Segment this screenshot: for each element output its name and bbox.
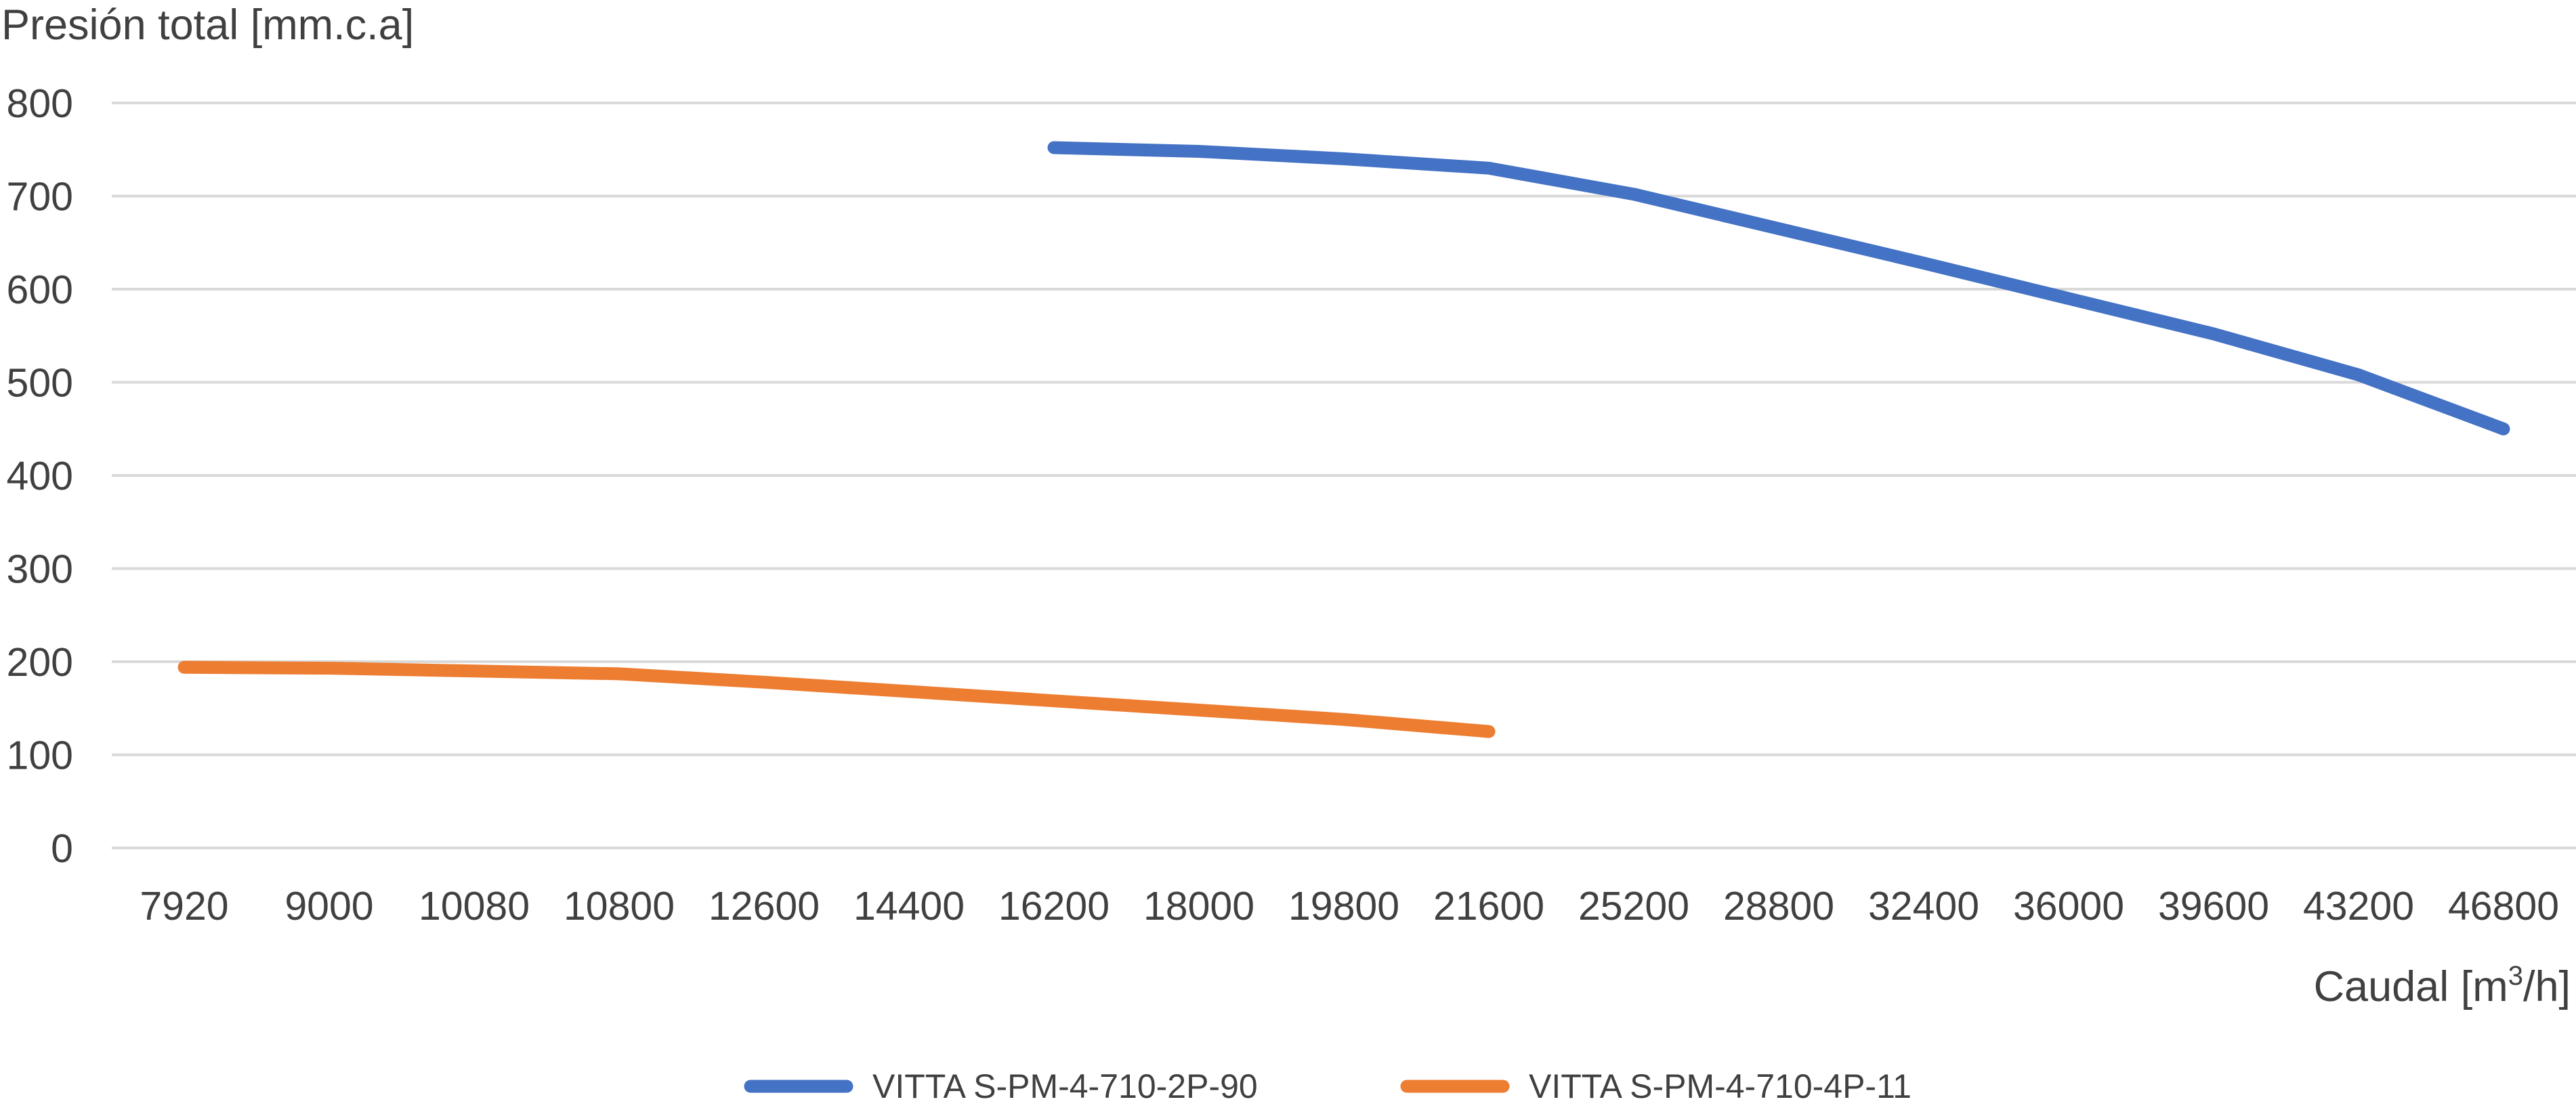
y-axis-ticks: 0 100 200 300 400 500 600 700 800 <box>7 81 73 871</box>
legend-label-series-1: VITTA S-PM-4-710-2P-90 <box>872 1067 1258 1105</box>
x-tick-label: 10800 <box>564 884 675 929</box>
x-tick-label: 10080 <box>419 884 530 929</box>
x-tick-label: 7920 <box>140 884 228 929</box>
x-tick-label: 39600 <box>2158 884 2269 929</box>
x-axis-title-main: Caudal [m <box>2314 963 2508 1010</box>
x-tick-label: 25200 <box>1578 884 1689 929</box>
x-tick-label: 21600 <box>1433 884 1544 929</box>
x-axis-title-tail: /h] <box>2523 963 2571 1010</box>
y-tick-label: 700 <box>7 175 73 219</box>
x-tick-label: 43200 <box>2303 884 2414 929</box>
y-tick-label: 0 <box>51 826 73 871</box>
x-tick-label: 36000 <box>2013 884 2124 929</box>
y-tick-label: 500 <box>7 361 73 406</box>
x-tick-label: 16200 <box>998 884 1110 929</box>
x-tick-label: 28800 <box>1723 884 1834 929</box>
legend: VITTA S-PM-4-710-2P-90 VITTA S-PM-4-710-… <box>744 1067 1912 1105</box>
x-tick-label: 12600 <box>709 884 820 929</box>
x-tick-label: 19800 <box>1288 884 1399 929</box>
x-tick-label: 18000 <box>1143 884 1254 929</box>
legend-label-series-2: VITTA S-PM-4-710-4P-11 <box>1529 1067 1912 1105</box>
x-tick-label: 32400 <box>1868 884 1979 929</box>
x-tick-label: 46800 <box>2448 884 2559 929</box>
series-line-2 <box>177 660 1496 738</box>
x-tick-label: 14400 <box>853 884 965 929</box>
y-axis-title: Presión total [mm.c.a] <box>1 1 414 49</box>
x-axis-ticks: 7920 9000 10080 10800 12600 14400 16200 18000 19… <box>140 884 2559 929</box>
y-tick-label: 800 <box>7 81 73 126</box>
x-axis-title: Caudal [m3/h] <box>2314 961 2571 1010</box>
series-line-1 <box>1047 141 2510 435</box>
x-tick-label: 9000 <box>284 884 373 929</box>
y-tick-label: 300 <box>7 547 73 592</box>
y-tick-label: 600 <box>7 268 73 312</box>
y-tick-label: 100 <box>7 733 73 778</box>
y-tick-label: 400 <box>7 454 73 498</box>
gridlines <box>112 102 2576 849</box>
x-axis-title-superscript: 3 <box>2508 961 2523 991</box>
series-lines <box>177 141 2510 738</box>
y-tick-label: 200 <box>7 640 73 685</box>
